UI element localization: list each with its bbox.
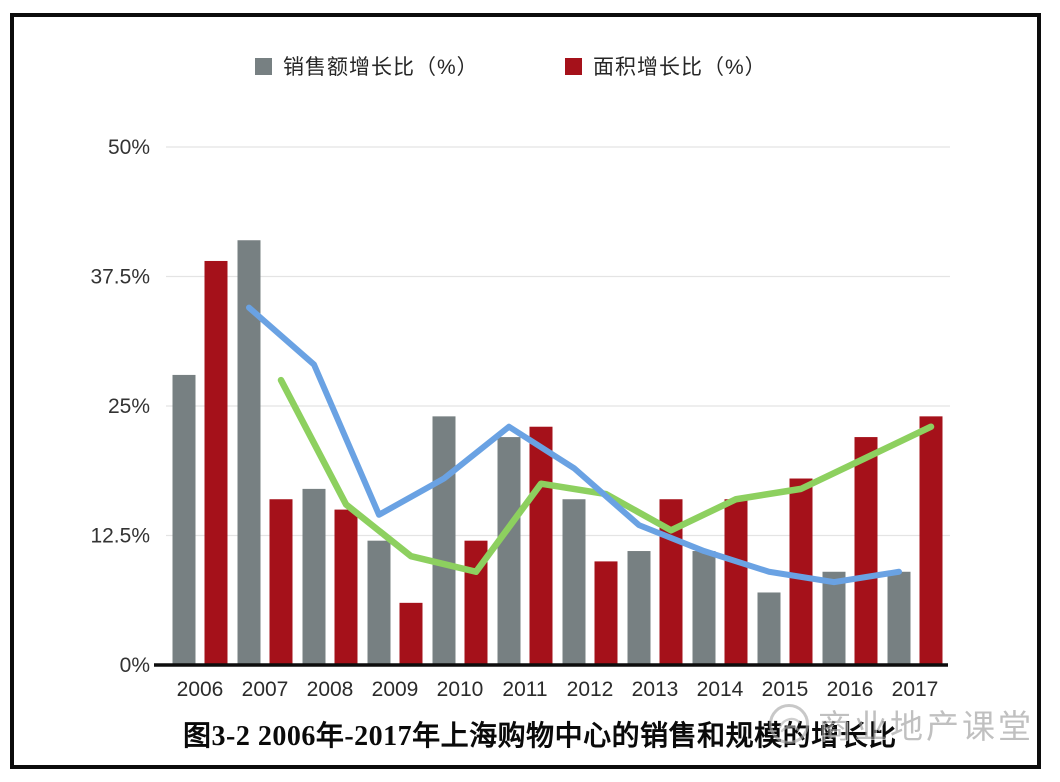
figure-caption: 图3-2 2006年-2017年上海购物中心的销售和规模的增长比: [183, 721, 897, 752]
bar-area-growth: [724, 499, 748, 665]
bar-sales-growth: [692, 551, 716, 665]
bar-sales-growth: [627, 551, 651, 665]
bar-area-growth: [919, 416, 943, 665]
bar-area-growth: [529, 426, 553, 665]
y-tick-label: 37.5%: [90, 266, 150, 289]
x-tick-label: 2015: [762, 678, 809, 701]
bar-sales-growth: [562, 499, 586, 665]
y-tick-label: 25%: [108, 395, 150, 418]
bar-area-growth: [204, 260, 228, 665]
bar-sales-growth: [757, 592, 781, 665]
legend-item-sales-growth: 销售额增长比（%）: [255, 55, 479, 79]
legend-swatch-red: [565, 57, 582, 75]
x-tick-label: 2017: [892, 678, 939, 701]
x-tick-label: 2012: [567, 678, 614, 701]
legend-swatch-gray: [255, 57, 272, 75]
x-tick-label: 2009: [372, 678, 419, 701]
bar-sales-growth: [237, 240, 261, 666]
bar-area-growth: [399, 602, 423, 665]
bar-sales-growth: [497, 437, 521, 665]
x-tick-label: 2011: [502, 678, 547, 701]
x-tick-label: 2013: [632, 678, 679, 701]
bar-sales-growth: [367, 540, 391, 665]
y-tick-label: 0%: [120, 654, 150, 677]
x-tick-label: 2010: [437, 678, 484, 701]
trend-line-blue: [246, 304, 902, 586]
x-tick-label: 2007: [242, 678, 289, 701]
y-tick-label: 12.5%: [90, 525, 150, 548]
bar-sales-growth: [822, 571, 846, 665]
bar-sales-growth: [172, 374, 196, 665]
bar-sales-growth: [432, 416, 456, 665]
bar-area-growth: [854, 437, 878, 665]
x-tick-label: 2014: [697, 678, 744, 701]
x-tick-label: 2016: [827, 678, 874, 701]
bar-area-growth: [789, 478, 813, 665]
bar-area-growth: [269, 499, 293, 665]
bar-area-growth: [334, 509, 358, 665]
bar-sales-growth: [887, 571, 911, 665]
legend-label-area-growth: 面积增长比（%）: [593, 56, 767, 79]
x-tick-label: 2008: [307, 678, 354, 701]
bar-area-growth: [594, 561, 618, 665]
x-tick-label: 2006: [177, 678, 224, 701]
legend-label-sales-growth: 销售额增长比（%）: [283, 56, 479, 79]
legend-item-area-growth: 面积增长比（%）: [565, 55, 767, 79]
bar-sales-growth: [302, 488, 326, 665]
y-tick-label: 50%: [108, 136, 150, 159]
